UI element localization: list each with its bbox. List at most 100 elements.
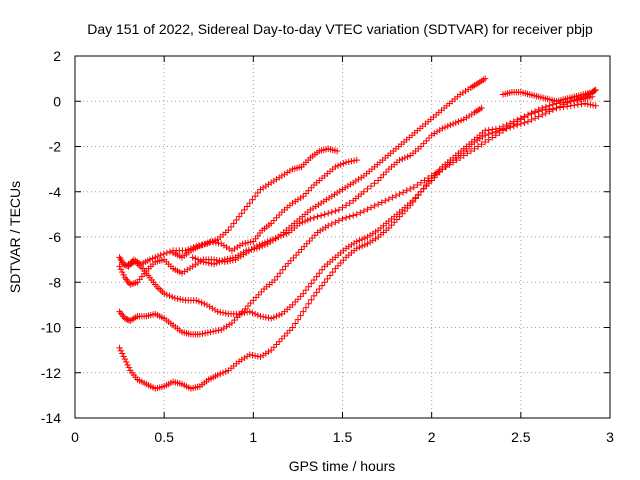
data-point xyxy=(166,248,174,255)
data-point xyxy=(292,320,299,327)
data-point xyxy=(210,260,218,268)
data-point xyxy=(318,266,326,274)
data-point xyxy=(385,224,393,232)
data-point xyxy=(449,120,457,128)
data-point xyxy=(270,217,278,224)
data-point xyxy=(587,101,594,108)
data-point xyxy=(335,206,343,214)
data-point xyxy=(245,246,253,254)
y-tick-label: -8 xyxy=(49,274,62,290)
data-point xyxy=(556,104,564,111)
series-track-7 xyxy=(116,100,599,392)
data-point xyxy=(212,327,220,335)
data-point xyxy=(295,249,303,256)
data-point xyxy=(301,217,309,225)
axis-ticks xyxy=(74,55,611,419)
data-point xyxy=(196,331,204,338)
data-point xyxy=(246,199,253,207)
data-point xyxy=(119,268,126,276)
data-point xyxy=(302,286,310,294)
data-point xyxy=(339,215,346,223)
data-point xyxy=(332,163,339,171)
data-point xyxy=(123,358,130,366)
data-point xyxy=(251,352,259,359)
data-point xyxy=(265,314,272,322)
y-tick-label: 0 xyxy=(53,93,61,109)
data-point xyxy=(243,309,251,316)
data-point xyxy=(457,117,465,124)
data-point xyxy=(253,245,261,252)
data-point xyxy=(201,329,209,337)
series-track-3 xyxy=(116,104,485,288)
data-point xyxy=(243,247,250,254)
data-point xyxy=(218,257,226,264)
data-point xyxy=(208,260,215,267)
data-point xyxy=(403,187,410,194)
y-tick-label: -6 xyxy=(49,229,62,245)
data-point xyxy=(251,310,259,318)
data-point xyxy=(299,219,306,226)
data-point xyxy=(340,256,347,264)
data-point xyxy=(259,242,266,250)
data-point xyxy=(163,249,171,257)
data-point xyxy=(325,210,332,217)
data-point xyxy=(506,120,514,127)
data-point xyxy=(574,95,582,103)
data-point xyxy=(219,309,227,316)
data-point xyxy=(377,174,385,181)
series-track-4 xyxy=(189,75,489,268)
data-point xyxy=(313,273,320,280)
data-point xyxy=(357,209,364,216)
data-point xyxy=(270,344,278,351)
data-point xyxy=(230,220,237,227)
data-point xyxy=(388,221,395,229)
data-point xyxy=(302,304,310,311)
data-point xyxy=(160,250,167,258)
data-point xyxy=(542,106,549,113)
data-point xyxy=(399,155,406,163)
data-point xyxy=(321,211,328,218)
data-point xyxy=(276,270,284,277)
data-point xyxy=(177,296,184,303)
data-point xyxy=(360,207,368,215)
data-point xyxy=(546,105,553,113)
data-point xyxy=(289,324,296,331)
data-point xyxy=(249,196,256,203)
data-point xyxy=(305,300,312,307)
data-point xyxy=(371,180,378,187)
data-point xyxy=(251,193,259,200)
data-point xyxy=(249,309,256,316)
data-point xyxy=(396,156,403,164)
data-point xyxy=(273,214,280,221)
data-point xyxy=(464,150,471,157)
data-point xyxy=(225,227,232,234)
data-point xyxy=(242,240,249,247)
data-point xyxy=(257,312,264,320)
data-point xyxy=(239,240,246,247)
data-point xyxy=(238,210,245,217)
data-point xyxy=(267,315,275,322)
data-point xyxy=(146,256,154,263)
data-point xyxy=(207,238,214,245)
data-point xyxy=(297,312,304,319)
data-points xyxy=(116,75,599,392)
data-point xyxy=(567,102,574,109)
x-tick-label: 3 xyxy=(606,429,614,445)
data-point xyxy=(214,371,221,379)
data-point xyxy=(244,239,252,246)
data-point xyxy=(364,185,371,193)
data-point xyxy=(396,213,403,220)
data-point xyxy=(367,204,375,211)
data-point xyxy=(194,256,202,263)
data-point xyxy=(414,181,421,189)
data-point xyxy=(228,319,236,327)
data-point xyxy=(174,295,181,302)
data-point xyxy=(197,257,204,264)
data-point xyxy=(198,299,205,306)
data-point xyxy=(199,330,206,337)
y-tick-labels: -14 -12 -10 -8 -6 -4 -2 0 2 xyxy=(41,48,61,426)
data-point xyxy=(121,355,129,363)
data-point xyxy=(281,332,288,340)
data-point xyxy=(407,185,414,193)
data-point xyxy=(410,184,418,191)
